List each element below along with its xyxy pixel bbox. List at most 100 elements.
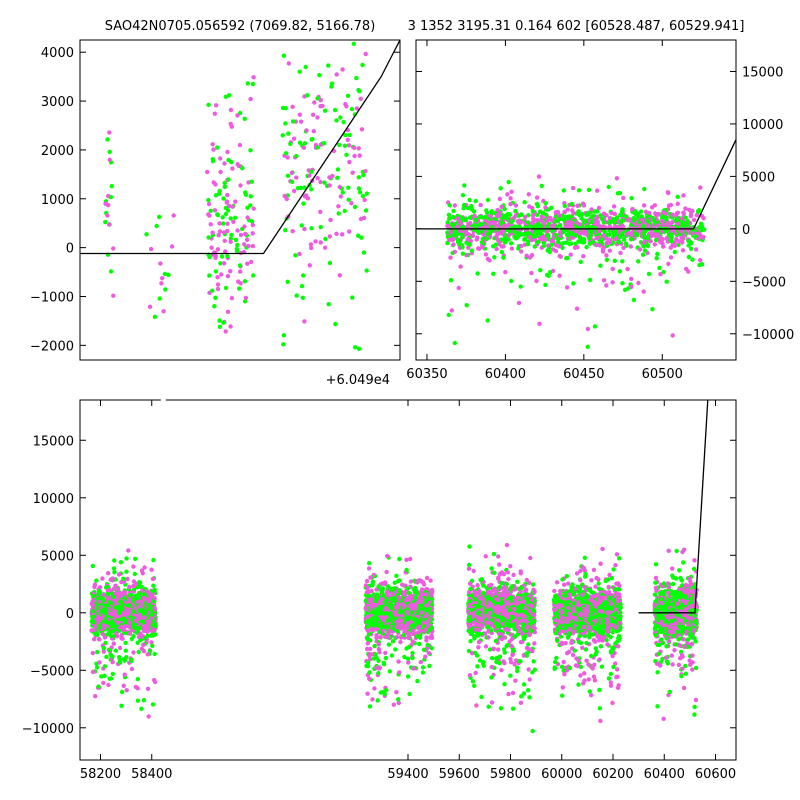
data-point xyxy=(394,690,399,695)
data-point xyxy=(376,584,381,589)
data-point xyxy=(106,571,111,576)
data-point xyxy=(384,569,389,575)
data-point xyxy=(249,259,254,265)
data-point xyxy=(222,184,228,189)
data-point xyxy=(585,344,590,349)
scatter-points xyxy=(445,174,707,349)
data-point xyxy=(681,221,686,226)
data-point xyxy=(686,238,691,244)
y-tick-label: 0 xyxy=(742,223,750,238)
data-point xyxy=(426,628,432,633)
data-point xyxy=(617,233,623,239)
data-point xyxy=(549,223,555,228)
data-point xyxy=(661,269,666,275)
data-point xyxy=(337,142,342,148)
data-point xyxy=(302,319,307,324)
data-point xyxy=(390,639,396,644)
data-point xyxy=(585,326,591,332)
data-point xyxy=(121,576,126,581)
data-point xyxy=(94,578,99,583)
data-point xyxy=(340,190,345,195)
data-point xyxy=(598,263,603,268)
data-point xyxy=(372,686,377,691)
data-point xyxy=(698,185,703,190)
data-point xyxy=(670,212,675,217)
data-point xyxy=(312,100,317,105)
y-tick-label: −5000 xyxy=(742,275,786,290)
data-point xyxy=(654,256,659,261)
data-point xyxy=(145,633,150,639)
data-point xyxy=(367,670,372,675)
data-point xyxy=(101,680,106,686)
data-point xyxy=(300,295,305,300)
data-point xyxy=(653,237,659,243)
data-point xyxy=(378,609,383,615)
data-point xyxy=(212,208,218,213)
data-point xyxy=(317,72,322,78)
data-point xyxy=(698,258,703,263)
data-point xyxy=(323,236,328,242)
data-point xyxy=(308,242,314,247)
data-point xyxy=(538,231,543,236)
data-point xyxy=(508,196,513,201)
data-point xyxy=(228,324,233,329)
data-point xyxy=(208,222,213,227)
data-point xyxy=(683,215,688,220)
data-point xyxy=(522,200,527,205)
data-point xyxy=(513,203,519,208)
data-point xyxy=(612,230,618,236)
data-point xyxy=(412,602,417,607)
data-point xyxy=(410,639,415,644)
data-point xyxy=(451,242,456,247)
data-point xyxy=(344,567,348,571)
data-point xyxy=(485,256,491,262)
data-point xyxy=(617,269,622,274)
data-point xyxy=(135,640,140,645)
data-point xyxy=(419,603,425,608)
data-point xyxy=(360,193,366,199)
data-point xyxy=(119,703,124,708)
data-point xyxy=(627,218,632,223)
data-point xyxy=(219,272,224,277)
data-point xyxy=(327,260,333,266)
data-point xyxy=(230,204,235,209)
data-point xyxy=(294,153,299,159)
data-point xyxy=(558,233,563,239)
data-point xyxy=(469,203,474,209)
y-tick-label: −1000 xyxy=(30,290,74,305)
data-point xyxy=(334,72,339,77)
data-point xyxy=(234,246,239,252)
data-point xyxy=(420,670,426,675)
data-point xyxy=(606,232,612,237)
data-point xyxy=(577,231,582,236)
data-point xyxy=(404,557,409,562)
data-point xyxy=(333,321,338,327)
data-point xyxy=(508,202,513,207)
data-point xyxy=(90,650,96,656)
data-point xyxy=(90,598,96,604)
data-point xyxy=(302,185,307,190)
data-point xyxy=(209,245,214,250)
data-point xyxy=(406,635,411,640)
data-point xyxy=(141,698,147,703)
data-point xyxy=(564,221,569,226)
data-point xyxy=(420,665,426,670)
data-point xyxy=(206,201,212,207)
data-point xyxy=(322,180,327,185)
data-point xyxy=(375,616,380,622)
data-point xyxy=(555,209,561,215)
data-point xyxy=(601,220,607,225)
data-point xyxy=(226,177,231,182)
data-point xyxy=(364,578,370,584)
data-point xyxy=(526,213,531,218)
data-point xyxy=(343,132,348,138)
data-point xyxy=(398,622,404,627)
data-point xyxy=(540,210,546,216)
data-point xyxy=(245,261,250,266)
data-point xyxy=(598,213,603,218)
data-point xyxy=(641,203,647,208)
data-point xyxy=(581,240,587,245)
data-point xyxy=(491,244,496,249)
data-point xyxy=(233,199,238,204)
data-point xyxy=(365,614,370,620)
